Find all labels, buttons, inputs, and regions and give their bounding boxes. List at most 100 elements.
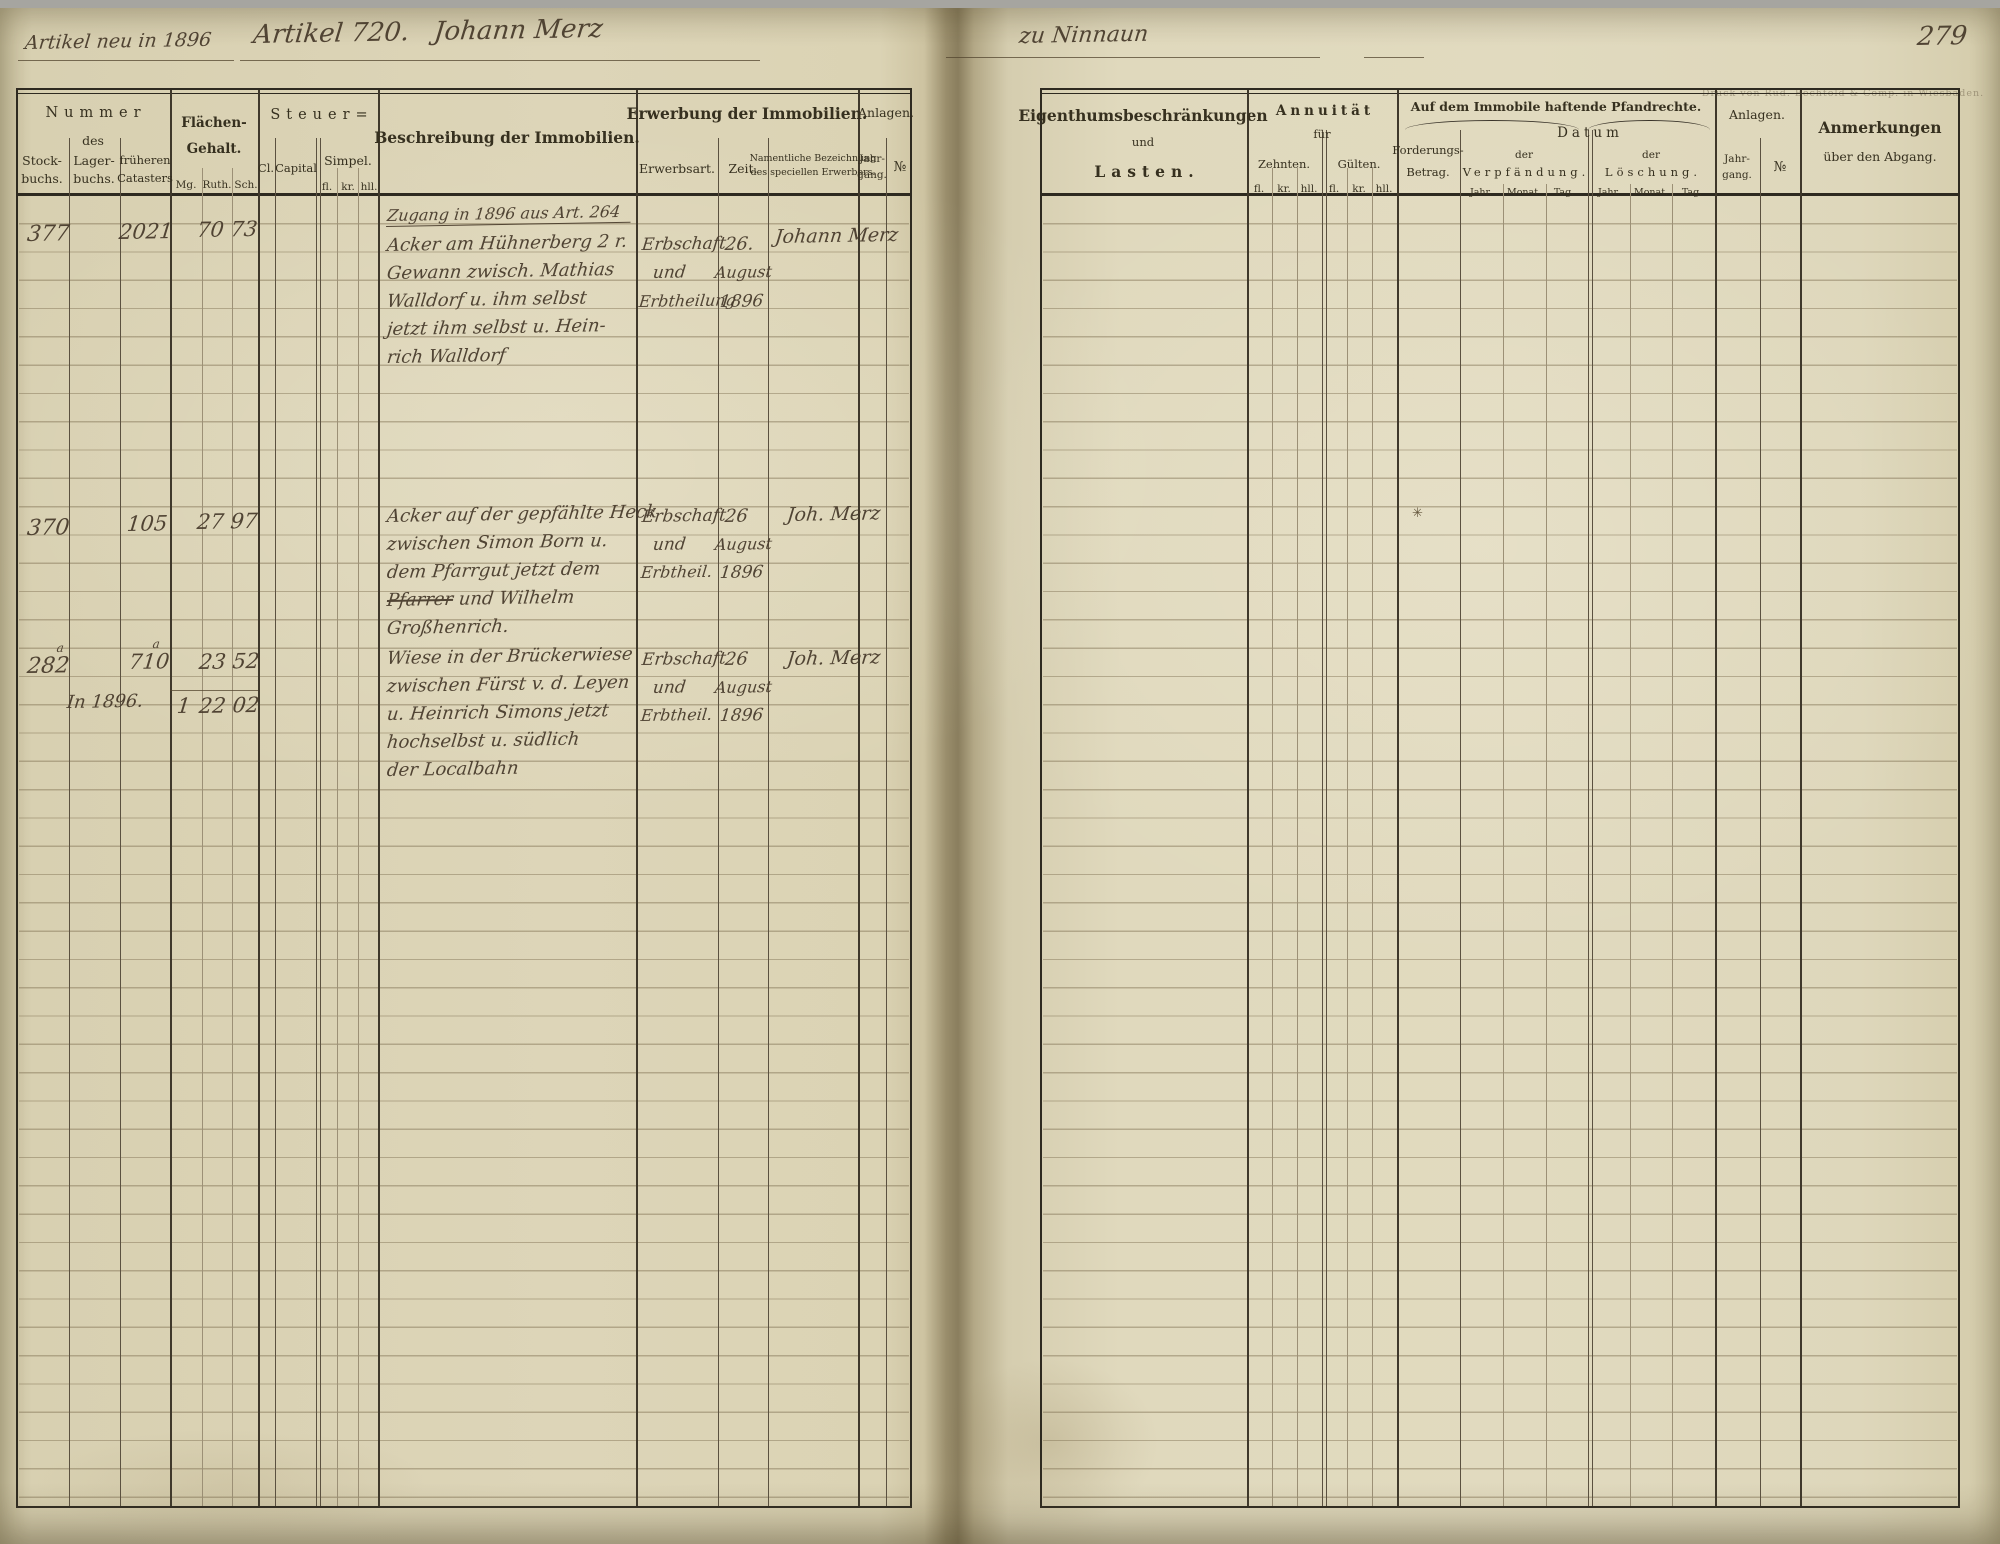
entry-desc-line: der Localbahn (385, 757, 520, 781)
grid-line-v (120, 138, 121, 1506)
col-header-erwerber: Namentliche Bezeichnung (749, 153, 877, 164)
entry-desc-line: hochselbst u. südlich (385, 728, 581, 753)
col-header-capital: Capital (275, 161, 317, 175)
grid-line-v (1591, 130, 1593, 1506)
col-header-cataster: früheren (119, 153, 171, 167)
grid-line-v (718, 138, 719, 1506)
asterisk-mark: ✳ (1412, 506, 1423, 521)
entry-cataster-nr: 105 (125, 511, 169, 536)
entry-flaeche: 70 73 (195, 216, 259, 242)
entry-flaeche: 27 97 (195, 508, 259, 534)
col-header-anmerkungen: über den Abgang. (1823, 149, 1937, 164)
unit-sch: Sch. (234, 179, 258, 191)
grid-line-v (886, 138, 887, 1506)
entry-stockbuch-nr: 282 (25, 653, 71, 679)
col-header-zeit: Zeit. (728, 161, 758, 176)
col-header-cl: Cl. (257, 161, 275, 175)
entry-erwerber: Joh. Merz (785, 502, 882, 526)
col-header-zehnten: Zehnten. (1257, 157, 1311, 171)
col-header-simpel: Simpel. (324, 153, 372, 168)
unit-hll: hll. (360, 181, 378, 193)
col-header-steuer: Steuer= (270, 107, 374, 123)
entry-year-note: In 1896. (65, 690, 145, 713)
col-header-eigenthums: Eigenthumsbeschränkungen (1018, 106, 1268, 125)
entry-zeit: August (713, 262, 774, 282)
grid-line-v (636, 90, 638, 1506)
grid-line-v (1397, 90, 1399, 1506)
col-header-und: und (1131, 135, 1155, 149)
header-bottom-rule (18, 193, 910, 196)
col-header-annuitaet: Annuität (1275, 103, 1375, 119)
grid-line-v (170, 90, 172, 1506)
underline (1364, 57, 1424, 59)
entry-desc-line: zwischen Simon Born u. (385, 530, 609, 555)
grid-line-v (858, 90, 860, 1506)
col-header-anmerkungen: Anmerkungen (1818, 118, 1942, 137)
entry-desc-line: Walldorf u. ihm selbst (385, 287, 588, 312)
grid-line-v (337, 168, 338, 1506)
entry-erwerbsart: und (651, 677, 687, 698)
grid-line-v (1372, 168, 1373, 1506)
col-header-cataster: Catasters (117, 171, 173, 185)
unit-tag: Tag. (1553, 187, 1575, 198)
unit-fl: fl. (321, 181, 333, 193)
entry-desc-line: u. Heinrich Simons jetzt (385, 700, 610, 725)
col-header-jahrgang: gang. (1722, 169, 1752, 181)
entry-cataster-sup: a (151, 636, 161, 651)
entry-desc-line: jetzt ihm selbst u. Hein- (385, 315, 607, 340)
grid-line-v (69, 138, 70, 1506)
grid-line-h (18, 93, 910, 94)
entry-erwerbsart: Erbschaft (640, 233, 728, 255)
entry-erwerber: Joh. Merz (785, 646, 882, 670)
grid-line-v (1588, 130, 1589, 1506)
col-header-no: № (1773, 159, 1787, 175)
col-header-datum: Datum (1557, 125, 1623, 141)
underline (946, 57, 1320, 59)
grid-line-v (1630, 184, 1631, 1506)
unit-monat: Monat. (1506, 187, 1542, 198)
unit-ruth: Ruth. (202, 179, 232, 191)
entry-desc-line: Großhenrich. (385, 615, 510, 639)
grid-line-v (1347, 168, 1348, 1506)
entry-desc-line: Acker am Hühnerberg 2 r. (385, 230, 629, 256)
right-table-frame (1040, 88, 1960, 1508)
scanner-edge (0, 0, 2000, 9)
entry-erwerbsart: und (651, 534, 687, 555)
grid-line-v (1272, 168, 1273, 1506)
entry-zeit: August (713, 534, 774, 554)
grid-line-v (1247, 90, 1249, 1506)
left-table-frame (16, 88, 912, 1508)
col-header-beschreibung: Beschreibung der Immobilien. (374, 128, 640, 147)
grid-line-v (1460, 130, 1461, 1506)
entry-cataster-nr: 710 (127, 649, 171, 674)
entry-zeit: 26 (723, 505, 750, 527)
unit-fl: fl. (1328, 183, 1340, 195)
entry-flaeche: 22 02 (197, 692, 261, 718)
col-header-lagerbuchs: Lager- (73, 153, 115, 168)
grid-line-v (1503, 184, 1504, 1506)
entry-erwerbsart: Erbtheil. (639, 704, 714, 725)
entry-cataster-nr: 2021 (117, 219, 174, 244)
article-note: Artikel neu in 1896 (23, 28, 213, 54)
entry-flaeche: 23 52 (197, 648, 261, 674)
grid-line-v (378, 90, 380, 1506)
grid-line-v (1325, 130, 1327, 1506)
col-header-stockbuchs: Stock- (22, 153, 62, 168)
ledger-paper: Artikel neu in 1896 Artikel 720. Johann … (0, 8, 2000, 1544)
col-header-des: des (82, 133, 104, 148)
unit-kr: kr. (341, 181, 355, 193)
unit-kr: kr. (1277, 183, 1291, 195)
col-header-erwerbung: Erwerbung der Immobilien. (626, 104, 868, 123)
grid-line-h (1042, 93, 1958, 94)
underline (240, 60, 760, 62)
col-header-guelten: Gülten. (1337, 157, 1381, 171)
grid-line-v (1297, 168, 1298, 1506)
entry-stockbuch-nr: 377 (25, 221, 71, 247)
unit-tag: Tag. (1681, 187, 1703, 198)
col-header-nummer: Nummer (45, 105, 147, 121)
col-header-verpfaendung: Verpfändung. (1462, 165, 1590, 179)
entry-desc-line: dem Pfarrgut jetzt dem (385, 558, 602, 583)
col-header-loeschung: der (1642, 149, 1660, 161)
unit-kr: kr. (1352, 183, 1366, 195)
